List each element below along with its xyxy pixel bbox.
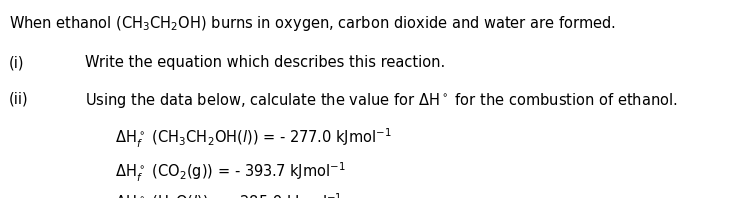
- Text: (i): (i): [9, 55, 24, 70]
- Text: (ii): (ii): [9, 91, 28, 106]
- Text: When ethanol (CH$_3$CH$_2$OH) burns in oxygen, carbon dioxide and water are form: When ethanol (CH$_3$CH$_2$OH) burns in o…: [9, 14, 616, 33]
- Text: $\Delta$H$^\circ_f$ (CH$_3$CH$_2$OH($l$)) = - 277.0 kJmol$^{-1}$: $\Delta$H$^\circ_f$ (CH$_3$CH$_2$OH($l$)…: [115, 127, 392, 150]
- Text: Using the data below, calculate the value for $\Delta$H$^\circ$ for the combusti: Using the data below, calculate the valu…: [85, 91, 677, 110]
- Text: $\Delta$H$^\circ_f$ (H$_2$O($l$)) = - 285.9 kJmol$^{-1}$: $\Delta$H$^\circ_f$ (H$_2$O($l$)) = - 28…: [115, 192, 343, 198]
- Text: $\Delta$H$^\circ_f$ (CO$_2$(g)) = - 393.7 kJmol$^{-1}$: $\Delta$H$^\circ_f$ (CO$_2$(g)) = - 393.…: [115, 160, 346, 184]
- Text: Write the equation which describes this reaction.: Write the equation which describes this …: [85, 55, 446, 70]
